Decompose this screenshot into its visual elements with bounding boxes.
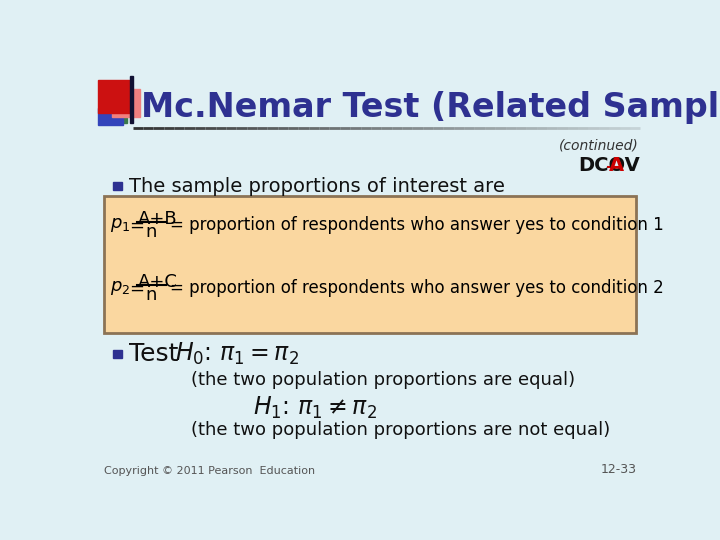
Bar	[98, 80, 130, 112]
Text: A: A	[608, 156, 624, 174]
Text: $=$: $=$	[126, 215, 144, 234]
Text: = proportion of respondents who answer yes to condition 2: = proportion of respondents who answer y…	[170, 279, 664, 297]
Text: The sample proportions of interest are: The sample proportions of interest are	[129, 177, 505, 196]
Text: $=$: $=$	[126, 279, 144, 297]
Text: Copyright © 2011 Pearson  Education: Copyright © 2011 Pearson Education	[104, 466, 315, 476]
Bar	[98, 108, 122, 125]
Text: (continued): (continued)	[559, 139, 639, 153]
FancyBboxPatch shape	[104, 195, 636, 333]
Text: A+B: A+B	[138, 210, 178, 227]
Bar	[113, 350, 122, 358]
Text: DCOV: DCOV	[578, 156, 640, 174]
Text: $p_2$: $p_2$	[110, 279, 130, 297]
Text: $H_1$: $\pi_1 \neq \pi_2$: $H_1$: $\pi_1 \neq \pi_2$	[253, 394, 377, 421]
Bar	[112, 90, 140, 117]
Text: (the two population proportions are not equal): (the two population proportions are not …	[191, 421, 610, 438]
Text: $H_0$: $\pi_1 = \pi_2$: $H_0$: $\pi_1 = \pi_2$	[175, 341, 300, 367]
Text: Test: Test	[129, 342, 178, 366]
Text: n: n	[145, 222, 157, 241]
Text: Mc.Nemar Test (Related Samples): Mc.Nemar Test (Related Samples)	[141, 91, 720, 124]
Text: (the two population proportions are equal): (the two population proportions are equa…	[191, 372, 575, 389]
Bar	[130, 76, 133, 123]
Bar	[109, 110, 127, 123]
Text: 12-33: 12-33	[601, 463, 637, 476]
Text: $p_1$: $p_1$	[110, 215, 130, 234]
Bar	[113, 182, 122, 190]
Text: A+C: A+C	[138, 273, 178, 291]
Text: = proportion of respondents who answer yes to condition 1: = proportion of respondents who answer y…	[170, 215, 664, 234]
Text: n: n	[145, 286, 157, 304]
